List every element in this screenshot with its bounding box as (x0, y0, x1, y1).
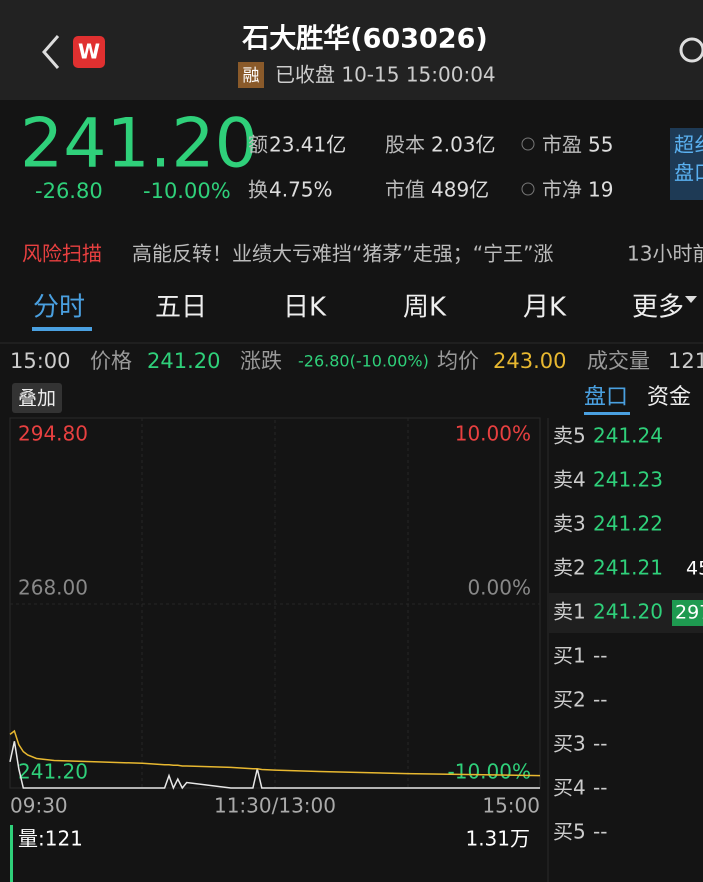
book-label: 买5 (553, 820, 586, 844)
info-icon (521, 182, 535, 196)
overlay-label[interactable]: 叠加 (18, 388, 56, 410)
tab-underline (32, 327, 92, 331)
info-change: -26.80(-10.00%) (298, 352, 429, 371)
change-pct: -10.00% (143, 179, 231, 203)
book-price: -- (593, 776, 607, 800)
news-text[interactable]: 高能反转！业绩大亏难挡“猪茅”走强；“宁王”涨 (132, 242, 553, 266)
stat-label: 市值 (385, 178, 425, 202)
book-price: -- (593, 820, 607, 844)
series-line (9, 741, 540, 790)
info-price: 241.20 (147, 349, 220, 373)
tab[interactable]: 周K (403, 293, 447, 323)
tab[interactable]: 日K (283, 293, 327, 323)
info-label: 成交量 (587, 349, 650, 373)
x-tick-label: 11:30/13:00 (214, 794, 336, 818)
volume-label: 量:121 (18, 827, 83, 851)
info-icon (521, 137, 535, 151)
vol-box (672, 600, 703, 626)
status: 已收盘 10-15 15:00:04 (275, 63, 496, 87)
tab[interactable]: 更多 (632, 293, 684, 323)
info-avg: 243.00 (493, 349, 566, 373)
book-label: 买3 (553, 732, 586, 756)
info-time: 15:00 (10, 349, 71, 373)
book-tab[interactable]: 资金 (647, 385, 691, 410)
badge-bg (238, 62, 264, 88)
pct-label: 0.00% (467, 576, 531, 600)
price: 241.20 (20, 105, 258, 184)
y-tick-label: 268.00 (18, 576, 88, 600)
book-label: 卖3 (553, 512, 586, 536)
book-label: 卖2 (553, 556, 586, 580)
volume-bar (10, 825, 13, 882)
app-icon-letter: W (78, 40, 100, 64)
news-time: 13小时前 (627, 242, 703, 266)
news-tag[interactable]: 风险扫描 (22, 242, 102, 266)
badge: 融 (243, 66, 260, 86)
book-label: 买2 (553, 688, 586, 712)
search-button[interactable] (679, 37, 703, 63)
stat-label: 换 (248, 178, 268, 202)
book-price: 241.21 (593, 556, 663, 580)
tab[interactable]: 分时 (33, 293, 85, 323)
book-tab-underline (584, 412, 630, 415)
book-label: 卖5 (553, 424, 586, 448)
stat-label: 额 (248, 133, 268, 157)
book-price: -- (593, 644, 607, 668)
stat-value: 19 (588, 178, 613, 202)
y-tick-label: 294.80 (18, 422, 88, 446)
x-tick-label: 15:00 (482, 794, 540, 818)
book-volume: 297 (675, 602, 703, 624)
tab[interactable]: 月K (523, 293, 567, 323)
more-arrow (685, 296, 697, 303)
button-line[interactable]: 盘口 (674, 161, 703, 185)
book-price: 241.24 (593, 424, 663, 448)
stat-value: 2.03亿 (431, 133, 496, 157)
info-label: 均价 (437, 349, 479, 373)
stat-value: 4.75% (269, 178, 333, 202)
header-bg (0, 0, 703, 100)
book-label: 买4 (553, 776, 586, 800)
book-price: -- (593, 688, 607, 712)
book-tab[interactable]: 盘口 (584, 385, 628, 410)
series-line (9, 729, 541, 777)
button-line[interactable]: 超纟 (674, 133, 703, 157)
book-volume: 45 (686, 558, 703, 580)
stat-label: 股本 (385, 133, 425, 157)
stat-value: 489亿 (431, 178, 489, 202)
title: 石大胜华(603026) (241, 23, 487, 55)
volume-max: 1.31万 (465, 827, 530, 851)
x-tick-label: 09:30 (10, 794, 68, 818)
book-label: 卖1 (553, 600, 586, 624)
book-price: 241.20 (593, 600, 663, 624)
app-icon (73, 36, 105, 68)
book-price: -- (593, 732, 607, 756)
stat-label: 市净 (542, 178, 582, 202)
book-label: 卖4 (553, 468, 586, 492)
overlay-button[interactable] (12, 383, 62, 413)
book-label: 买1 (553, 644, 586, 668)
pct-label: -10.00% (448, 760, 531, 784)
tab[interactable]: 五日 (155, 293, 207, 323)
book-price: 241.22 (593, 512, 663, 536)
change: -26.80 (35, 179, 103, 203)
stat-value: 55 (588, 133, 613, 157)
info-label: 价格 (90, 349, 132, 373)
book-price: 241.23 (593, 468, 663, 492)
back-button[interactable] (42, 35, 60, 69)
info-volume: 121 (668, 349, 703, 373)
y-tick-label: 241.20 (18, 760, 88, 784)
stat-label: 市盈 (542, 133, 582, 157)
stat-value: 23.41亿 (269, 133, 346, 157)
info-label: 涨跌 (240, 349, 282, 373)
pct-label: 10.00% (455, 422, 531, 446)
super-book-button[interactable] (670, 128, 703, 200)
